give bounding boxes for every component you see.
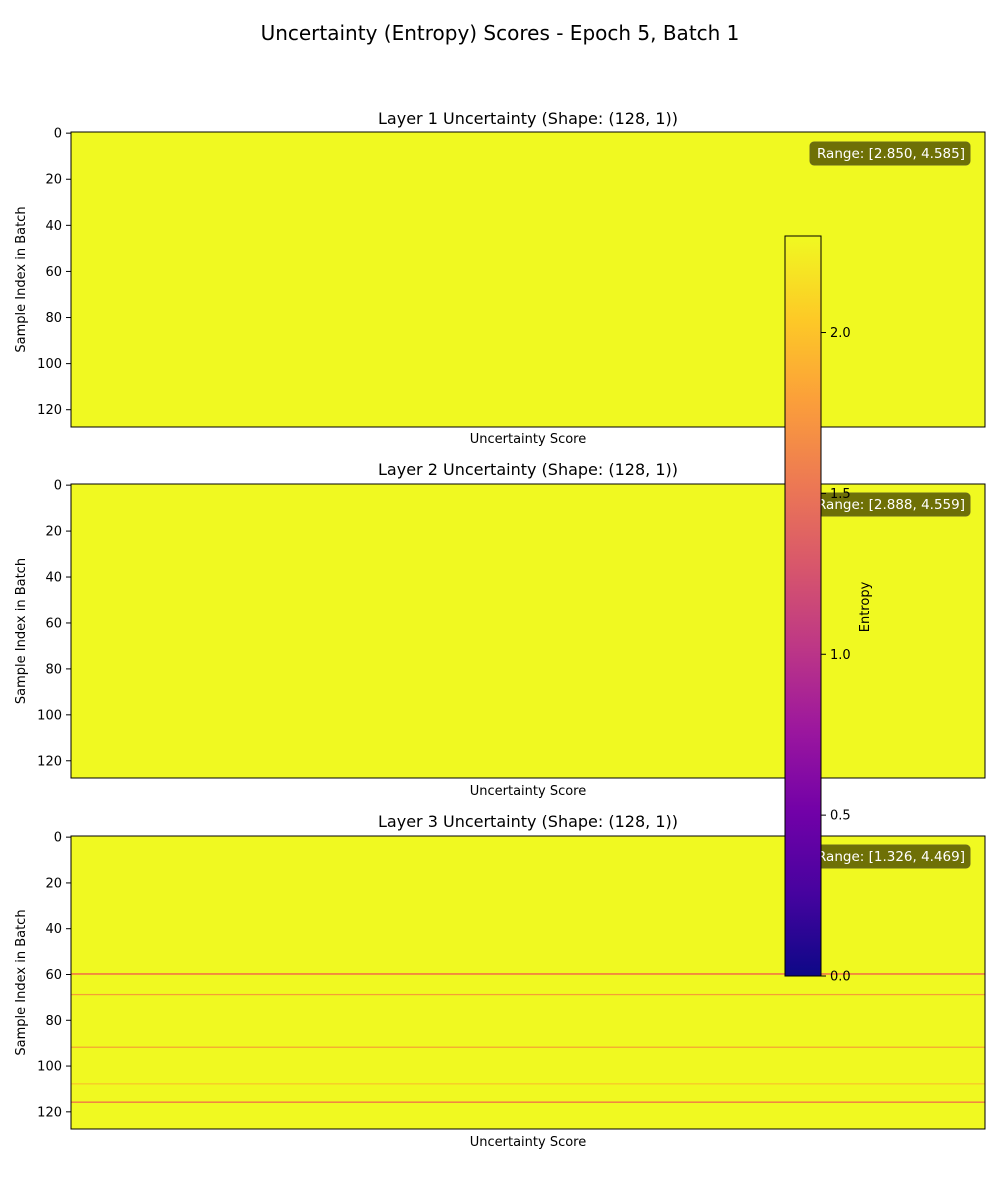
colorbar: 0.0 0.5 1.0 1.5 2.0 Entropy	[784, 235, 873, 985]
heatmap-dip-rows	[71, 973, 985, 1103]
plot-frame	[70, 131, 986, 428]
colorbar-gradient	[785, 236, 821, 976]
range-label: Range: [2.850, 4.585]	[817, 146, 965, 162]
colorbar-tick-label: 2.0	[830, 326, 851, 341]
y-axis-ticks: 0 20 40 60 80 100 120	[37, 479, 71, 769]
y-axis-label: Sample Index in Batch	[14, 909, 29, 1055]
colorbar-frame	[784, 235, 822, 977]
heatmap-panel-layer-1: Layer 1 Uncertainty (Shape: (128, 1)) 0 2…	[14, 109, 986, 447]
range-label: Range: [2.888, 4.559]	[817, 497, 965, 513]
y-tick-label: 80	[45, 1014, 62, 1029]
heatmap-dip-row	[71, 973, 985, 975]
range-annotation: Range: [2.888, 4.559]	[809, 492, 971, 517]
heatmap-cells	[71, 836, 985, 1129]
y-tick-label: 120	[37, 1105, 62, 1120]
y-tick-label: 60	[45, 616, 62, 631]
panel-title: Layer 3 Uncertainty (Shape: (128, 1))	[378, 812, 678, 831]
colorbar-tick-label: 1.5	[830, 487, 851, 502]
y-tick-label: 40	[45, 219, 62, 234]
heatmap-dip-row	[71, 1046, 985, 1048]
heatmap-dip-row	[71, 1083, 985, 1085]
y-tick-label: 120	[37, 754, 62, 769]
range-annotation: Range: [2.850, 4.585]	[809, 141, 971, 166]
heatmap-dip-row	[71, 1101, 985, 1103]
x-axis-label: Uncertainty Score	[470, 432, 587, 447]
plot-frame	[70, 835, 986, 1130]
y-tick-label: 20	[45, 525, 62, 540]
y-tick-label: 20	[45, 876, 62, 891]
panel-title: Layer 2 Uncertainty (Shape: (128, 1))	[378, 460, 678, 479]
y-axis-ticks: 0 20 40 60 80 100 120	[37, 127, 71, 418]
x-axis-label: Uncertainty Score	[470, 784, 587, 799]
colorbar-tick-label: 0.5	[830, 809, 851, 824]
y-tick-label: 0	[54, 479, 62, 494]
colorbar-tick-label: 1.0	[830, 648, 851, 663]
y-axis-label: Sample Index in Batch	[14, 206, 29, 352]
y-tick-label: 100	[37, 708, 62, 723]
colorbar-ticks: 0.0 0.5 1.0 1.5 2.0	[821, 326, 851, 985]
y-tick-label: 0	[54, 127, 62, 142]
y-tick-label: 100	[37, 357, 62, 372]
y-tick-label: 60	[45, 968, 62, 983]
colorbar-tick-label: 0.0	[830, 970, 851, 985]
plot-frame	[70, 483, 986, 779]
heatmap-panel-layer-2: Layer 2 Uncertainty (Shape: (128, 1)) 0 2…	[14, 460, 986, 799]
y-tick-label: 120	[37, 403, 62, 418]
figure-title: Uncertainty (Entropy) Scores - Epoch 5, …	[261, 21, 740, 45]
y-tick-label: 80	[45, 311, 62, 326]
y-axis-label: Sample Index in Batch	[14, 558, 29, 704]
y-tick-label: 40	[45, 571, 62, 586]
y-tick-label: 0	[54, 831, 62, 846]
heatmap-panel-layer-3: Layer 3 Uncertainty (Shape: (128, 1)) 0 2…	[14, 812, 986, 1150]
range-annotation: Range: [1.326, 4.469]	[809, 844, 971, 869]
y-tick-label: 60	[45, 265, 62, 280]
y-tick-label: 20	[45, 173, 62, 188]
heatmap-cells	[71, 484, 985, 778]
panel-title: Layer 1 Uncertainty (Shape: (128, 1))	[378, 109, 678, 128]
y-axis-ticks: 0 20 40 60 80 100 120	[37, 831, 71, 1120]
range-label: Range: [1.326, 4.469]	[817, 849, 965, 865]
y-tick-label: 80	[45, 662, 62, 677]
heatmap-dip-row	[71, 993, 985, 996]
heatmap-cells	[71, 132, 985, 427]
x-axis-label: Uncertainty Score	[470, 1135, 587, 1150]
colorbar-label: Entropy	[858, 581, 873, 632]
y-tick-label: 40	[45, 922, 62, 937]
y-tick-label: 100	[37, 1060, 62, 1075]
